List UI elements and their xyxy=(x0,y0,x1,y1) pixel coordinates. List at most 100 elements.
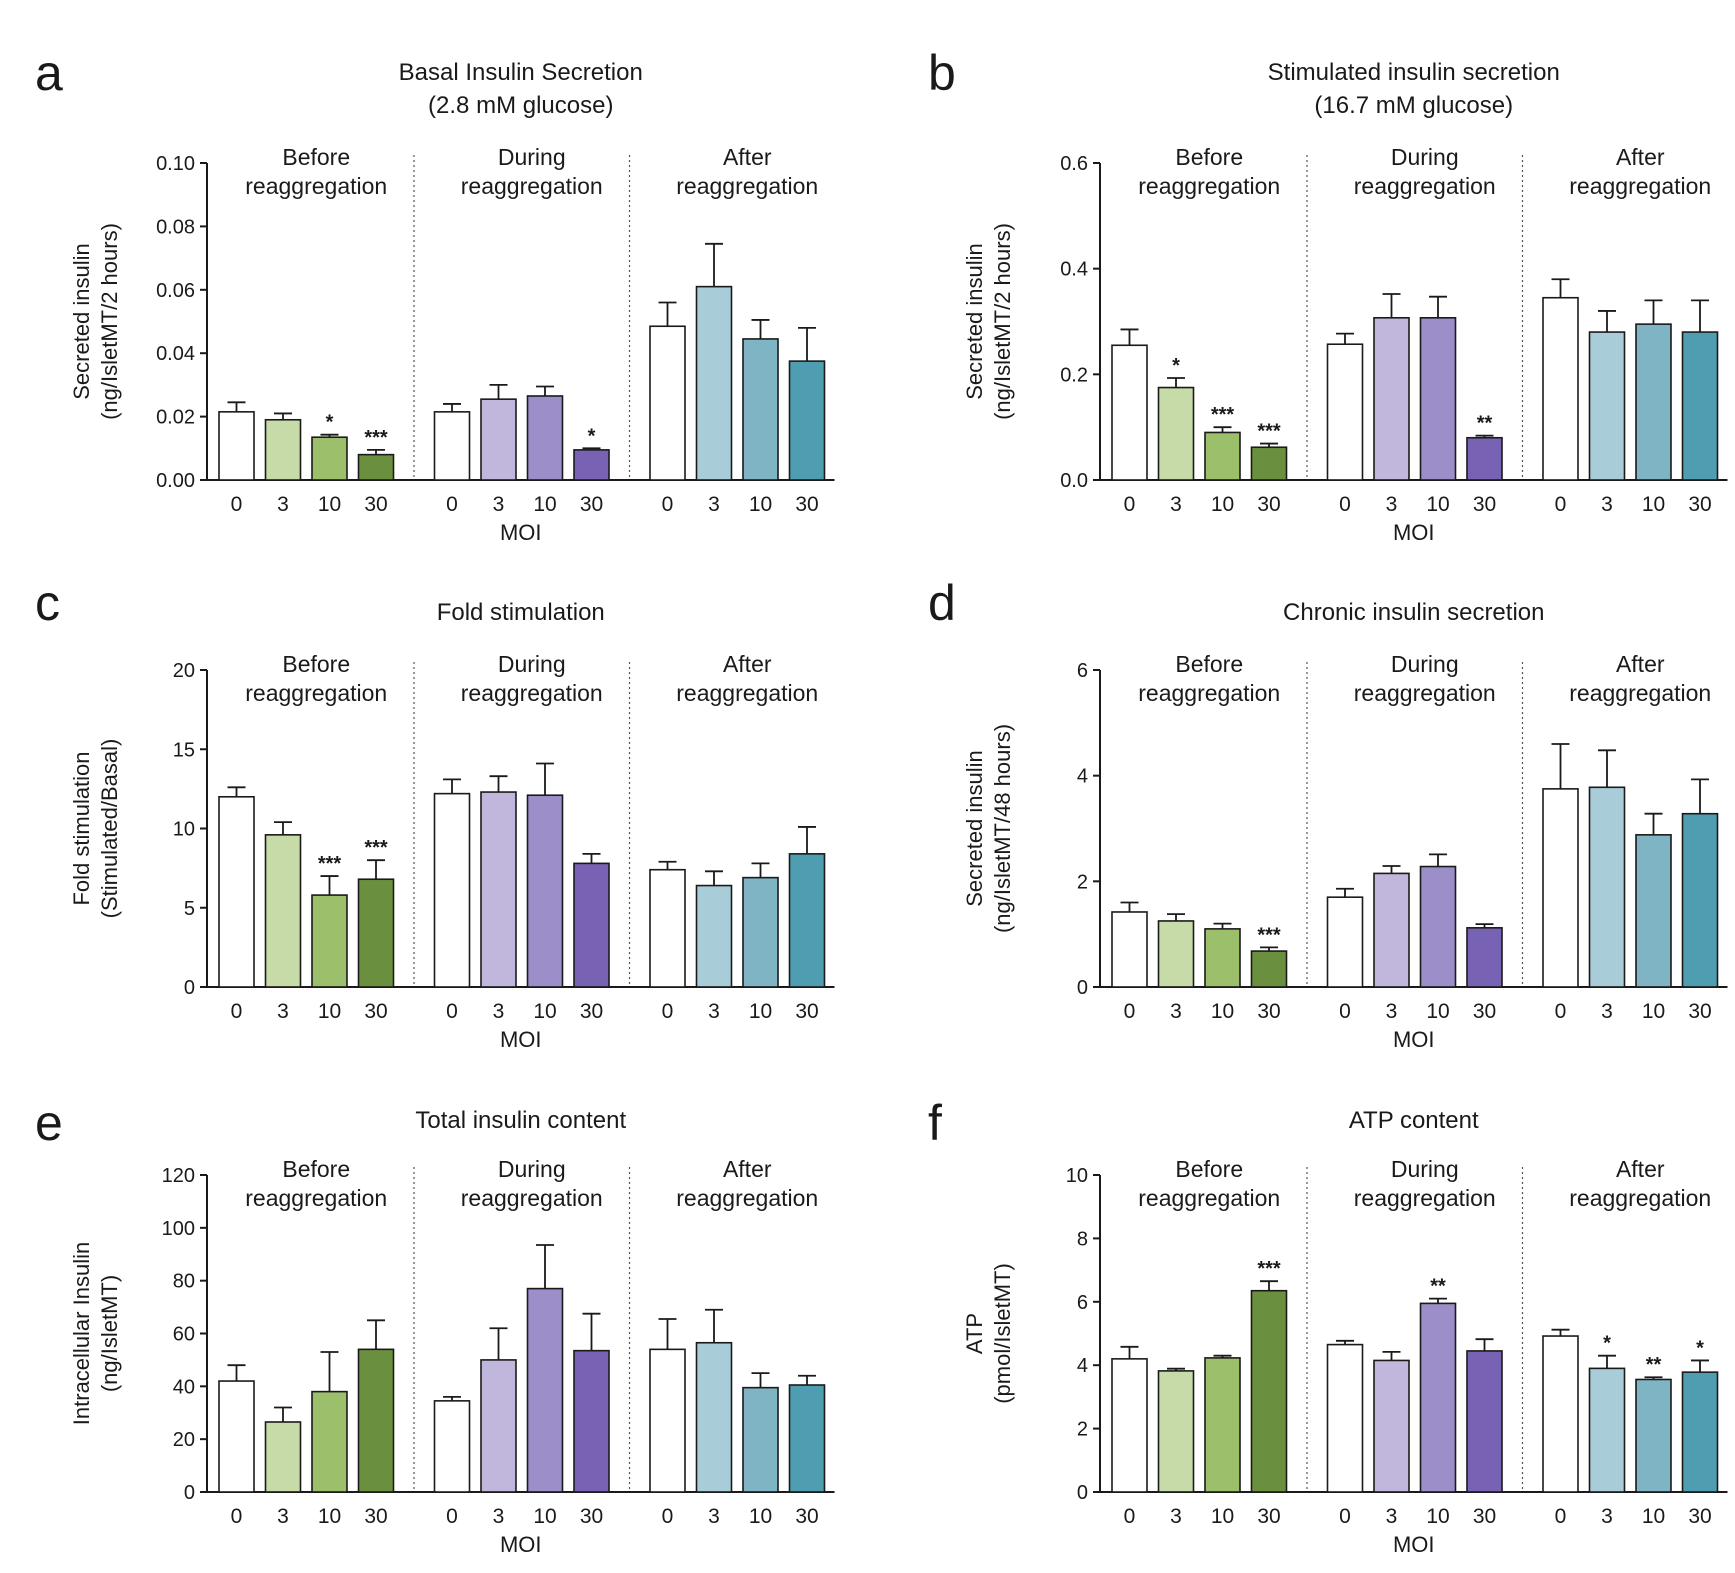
y-tick-label: 10 xyxy=(173,819,195,841)
bar-e-g2-b0 xyxy=(649,1348,686,1493)
bar-b-g2-b1 xyxy=(1588,331,1626,481)
bar-d-g1-b2 xyxy=(1419,865,1457,988)
y-axis-title: Intracellular Insulin xyxy=(69,1242,94,1425)
bar-c-g2-b3 xyxy=(788,853,826,988)
x-tick-label: 3 xyxy=(277,1505,289,1528)
group-label: reaggregation xyxy=(1569,680,1711,706)
group-label: reaggregation xyxy=(461,173,603,199)
significance-mark: *** xyxy=(1257,1258,1281,1280)
panel-b: b Stimulated insulin secretion (16.7 mM gl… xyxy=(928,45,1728,545)
x-tick-label: 30 xyxy=(364,1505,387,1528)
group-label: reaggregation xyxy=(1354,1185,1496,1211)
bar-c-g2-b1 xyxy=(695,884,733,988)
x-tick-label: 30 xyxy=(1473,1000,1496,1023)
x-tick-label: 0 xyxy=(662,1000,674,1023)
y-tick-label: 5 xyxy=(184,898,195,920)
x-tick-label: 0 xyxy=(231,1505,243,1528)
x-tick-label: 3 xyxy=(708,493,720,516)
bar-d-g2-b3 xyxy=(1681,812,1719,988)
bar-c-g1-b3 xyxy=(573,862,610,988)
x-tick-label: 0 xyxy=(1339,1000,1351,1023)
y-tick-label: 0.0 xyxy=(1060,470,1088,492)
y-axis-title: ATP xyxy=(962,1313,987,1354)
x-tick-label: 10 xyxy=(1426,1000,1449,1023)
group-label: reaggregation xyxy=(1138,173,1280,199)
bar-f-g0-b2 xyxy=(1204,1357,1241,1493)
x-tick-label: 3 xyxy=(277,493,289,516)
x-axis-title: MOI xyxy=(500,520,542,545)
x-tick-label: 30 xyxy=(580,1505,603,1528)
group-label: reaggregation xyxy=(461,680,603,706)
x-tick-label: 0 xyxy=(1339,1505,1351,1528)
bar-b-g0-b3 xyxy=(1250,446,1288,481)
bar-f-g2-b0 xyxy=(1542,1335,1579,1493)
bar-d-g2-b2 xyxy=(1635,834,1672,988)
bar-e-g1-b0 xyxy=(433,1400,471,1493)
group-label: After xyxy=(1616,651,1665,677)
bar-b-g2-b0 xyxy=(1542,296,1579,481)
x-tick-label: 3 xyxy=(1386,1000,1398,1023)
x-tick-label: 30 xyxy=(1257,493,1280,516)
group-label: reaggregation xyxy=(1138,1185,1280,1211)
bar-a-g1-b2 xyxy=(526,395,564,481)
y-tick-label: 0 xyxy=(184,1482,195,1504)
y-tick-label: 6 xyxy=(1077,660,1088,682)
bar-c-g2-b0 xyxy=(649,868,686,988)
bar-b-g0-b2 xyxy=(1204,431,1241,481)
x-tick-label: 10 xyxy=(1642,1505,1665,1528)
group-label: After xyxy=(723,144,772,170)
y-tick-label: 120 xyxy=(162,1165,195,1187)
x-tick-label: 30 xyxy=(1257,1000,1280,1023)
panel-label-f: f xyxy=(928,1095,942,1151)
bar-b-g1-b3 xyxy=(1466,436,1503,481)
bar-f-g0-b3 xyxy=(1250,1289,1288,1493)
group-label: reaggregation xyxy=(245,1185,387,1211)
bar-f-g1-b0 xyxy=(1326,1343,1364,1493)
y-tick-label: 0.06 xyxy=(156,280,195,302)
y-tick-label: 4 xyxy=(1077,1355,1088,1377)
chart-title: (2.8 mM glucose) xyxy=(428,92,613,119)
bar-e-g0-b1 xyxy=(264,1421,302,1493)
bar-a-g1-b3 xyxy=(573,449,610,481)
group-label: Before xyxy=(1175,651,1243,677)
x-tick-label: 0 xyxy=(1124,493,1136,516)
panel-label-c: c xyxy=(35,575,60,631)
chart-title: Basal Insulin Secretion xyxy=(399,59,643,86)
group-label: reaggregation xyxy=(1354,680,1496,706)
x-tick-label: 3 xyxy=(1386,1505,1398,1528)
x-tick-label: 10 xyxy=(1642,1000,1665,1023)
bar-a-g0-b3 xyxy=(357,453,395,481)
significance-mark: *** xyxy=(1257,421,1281,443)
bar-a-g2-b1 xyxy=(695,285,733,481)
bar-f-g1-b2 xyxy=(1419,1302,1457,1493)
y-tick-label: 40 xyxy=(173,1376,195,1398)
chart-title: Stimulated insulin secretion xyxy=(1268,59,1560,86)
y-axis-title: (pmol/IsletMT) xyxy=(990,1263,1015,1404)
y-tick-label: 0 xyxy=(1077,1482,1088,1504)
bar-d-g0-b1 xyxy=(1157,920,1195,988)
chart-title: Total insulin content xyxy=(415,1107,626,1134)
bar-a-g0-b1 xyxy=(264,418,302,481)
bar-e-g2-b3 xyxy=(788,1384,826,1493)
x-tick-label: 3 xyxy=(493,1000,505,1023)
x-tick-label: 0 xyxy=(1339,493,1351,516)
x-tick-label: 0 xyxy=(231,1000,243,1023)
group-label: reaggregation xyxy=(245,680,387,706)
panel-label-a: a xyxy=(35,45,63,101)
x-tick-label: 10 xyxy=(318,1000,341,1023)
x-tick-label: 10 xyxy=(533,1000,556,1023)
x-tick-label: 30 xyxy=(1688,493,1711,516)
y-axis-title: Secreted insulin xyxy=(962,750,987,907)
chart-title: Fold stimulation xyxy=(437,599,605,626)
x-tick-label: 0 xyxy=(1555,1000,1567,1023)
bar-c-g1-b2 xyxy=(526,794,564,988)
bar-a-g1-b1 xyxy=(480,398,517,481)
y-axis-title: Fold stimulation xyxy=(69,751,94,905)
group-label: After xyxy=(1616,144,1665,170)
bar-d-g2-b1 xyxy=(1588,786,1626,988)
panel-e: e Total insulin content020406080100120Int… xyxy=(35,1095,835,1557)
group-label: During xyxy=(498,651,566,677)
bar-d-g2-b0 xyxy=(1542,788,1579,988)
panel-c: c Fold stimulation 0 5 10 15 20 Fold stimulatio… xyxy=(35,575,835,1052)
